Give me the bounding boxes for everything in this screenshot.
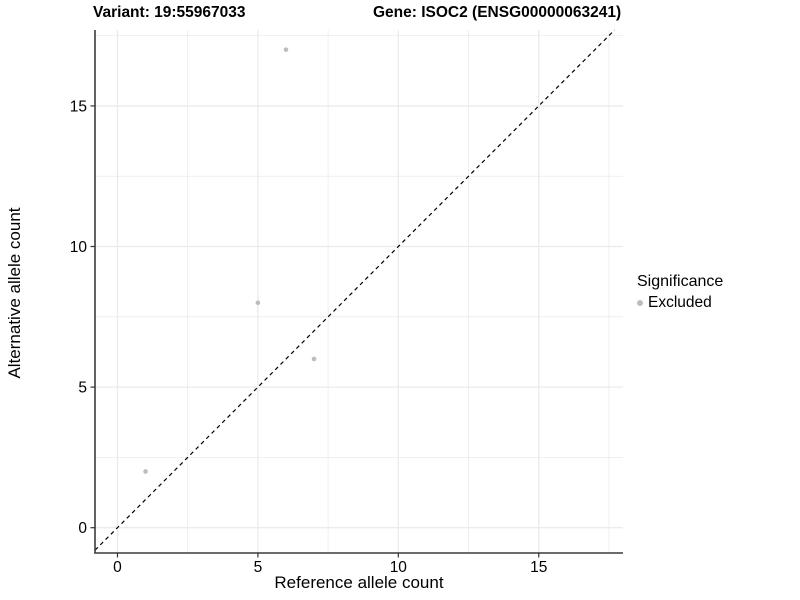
y-axis-title: Alternative allele count [5, 207, 24, 379]
data-point [283, 47, 289, 52]
y-tick-label: 5 [78, 380, 87, 397]
excluded-point-icon [637, 300, 643, 306]
legend-title: Significance [637, 273, 724, 290]
plot-title-gene: Gene: ISOC2 (ENSG00000063241) [373, 4, 622, 21]
y-tick-label: 10 [70, 239, 88, 256]
x-tick-label: 10 [390, 559, 408, 576]
x-tick-label: 15 [530, 559, 547, 576]
y-tick-label: 15 [70, 98, 87, 115]
legend: Significance Excluded [637, 272, 723, 312]
legend-item-excluded: Excluded [637, 294, 723, 312]
x-axis-title: Reference allele count [274, 573, 444, 592]
data-point [143, 469, 148, 474]
data-point [311, 356, 317, 362]
data-point [255, 300, 261, 306]
plot-title-variant: Variant: 19:55967033 [93, 4, 246, 21]
x-tick-label: 5 [254, 559, 263, 576]
x-tick-label: 0 [113, 559, 122, 576]
y-tick-label: 0 [78, 520, 87, 537]
legend-item-label: Excluded [648, 294, 712, 311]
identity-dashed-line [94, 29, 615, 551]
